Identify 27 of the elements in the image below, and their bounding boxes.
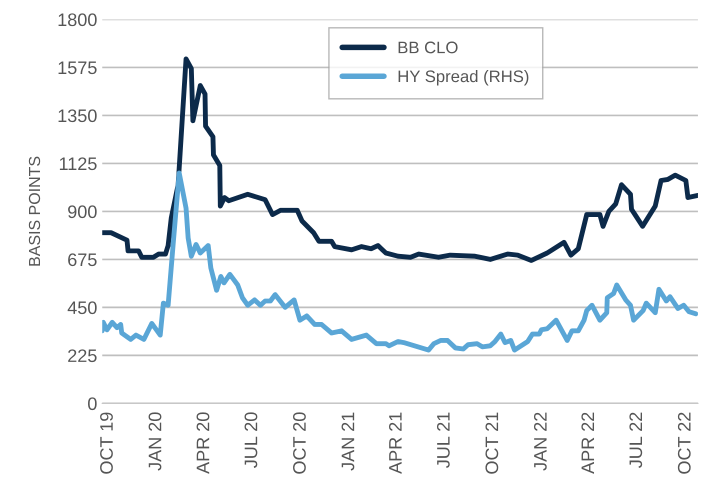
y-tick-label: 1350	[58, 109, 97, 122]
x-tick-label: JUL 20	[244, 412, 258, 468]
x-tick-label: APR 21	[388, 412, 402, 474]
y-tick-label: 1125	[60, 157, 97, 170]
y-tick-label: 0	[88, 397, 97, 410]
y-tick-label: 225	[68, 349, 97, 362]
y-tick-label: 450	[68, 301, 97, 314]
x-tick-label: OCT 19	[100, 412, 113, 474]
y-axis-title: BASIS POINTS	[28, 156, 40, 266]
y-tick-label: 1575	[58, 62, 97, 74]
x-tick-label: APR 22	[581, 412, 594, 474]
x-tick-label: OCT 22	[678, 412, 691, 474]
line-series	[102, 56, 698, 263]
y-tick-label: 675	[68, 253, 97, 266]
x-tick-label: OCT 21	[485, 412, 498, 474]
x-tick-label: JAN 21	[342, 412, 354, 471]
x-tick-label: JAN 20	[148, 412, 162, 471]
legend-label: HY Spread (RHS)	[398, 70, 528, 86]
x-tick-label: JUL 22	[629, 412, 642, 468]
y-tick-label: 1800	[58, 13, 97, 26]
x-tick-label: APR 20	[196, 412, 210, 474]
y-tick-label: 900	[68, 205, 97, 218]
x-tick-label: JUL 21	[436, 412, 450, 468]
x-tick-label: OCT 20	[293, 412, 306, 474]
line-series	[102, 170, 698, 352]
x-tick-label: JAN 22	[534, 412, 547, 471]
legend-label: BB CLO	[398, 42, 458, 54]
